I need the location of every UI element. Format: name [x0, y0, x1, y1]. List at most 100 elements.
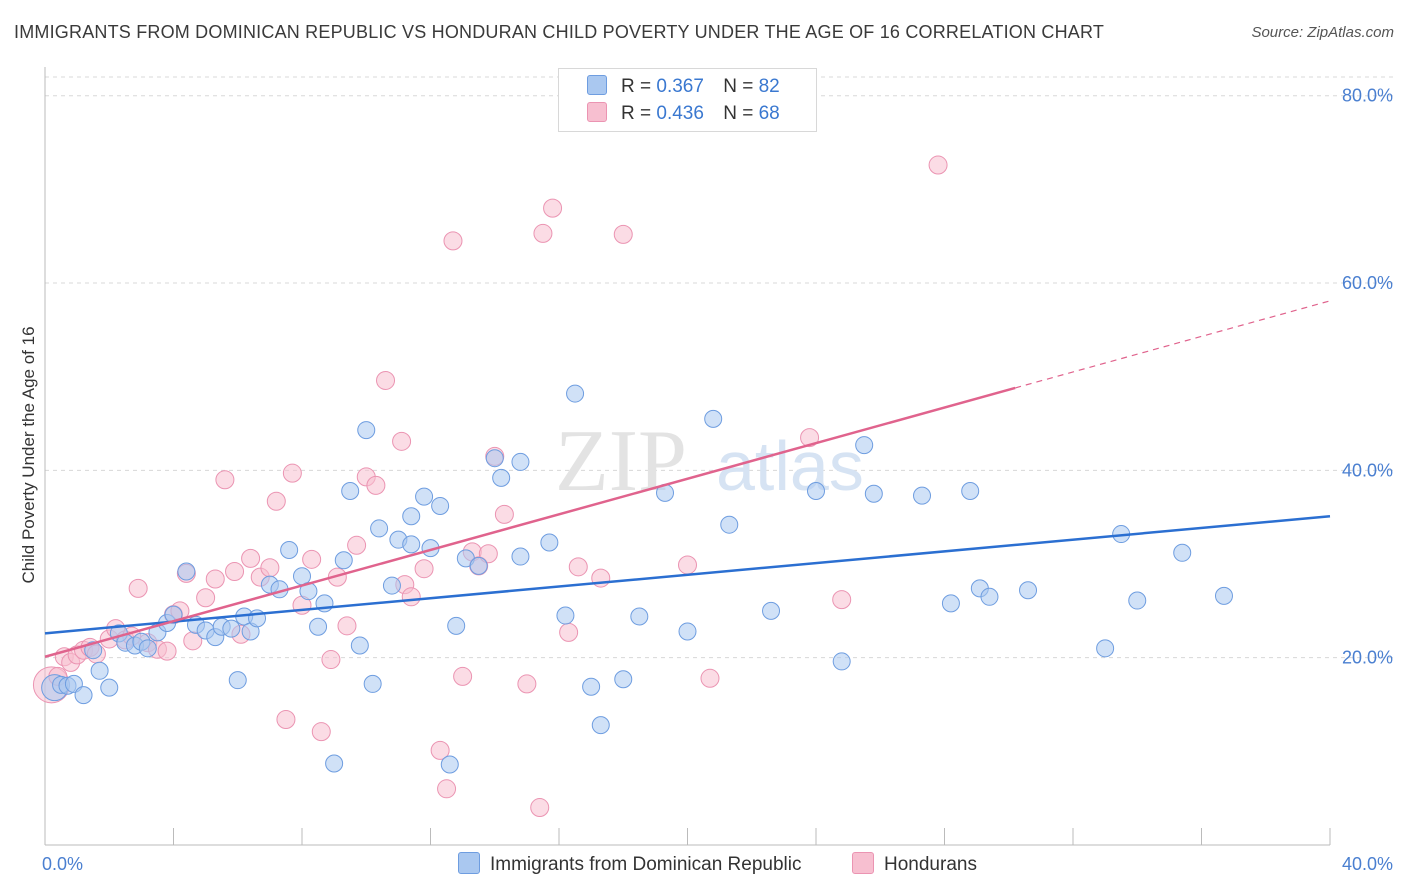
y-tick-label: 20.0% [1342, 648, 1393, 668]
dominican-point [1173, 543, 1192, 562]
legend-n-label: N = [723, 76, 754, 97]
dominican-point [630, 607, 649, 626]
gridlines [45, 76, 1393, 659]
hondurans-trend-extension [1015, 300, 1331, 389]
dominican-point [382, 576, 401, 595]
dominican-point [325, 754, 344, 773]
dominican-point [855, 436, 874, 455]
bottom-legend-label: Immigrants from Dominican Republic [490, 854, 802, 875]
dominican-point [357, 421, 376, 440]
hondurans-point [517, 674, 537, 694]
dominican-point [402, 507, 421, 526]
legend-r-label: R = [621, 76, 652, 97]
dominican-trend-line [44, 515, 1331, 635]
dominican-point [913, 486, 932, 505]
y-tick-label: 60.0% [1342, 273, 1393, 293]
hondurans-point [800, 428, 820, 448]
hondurans-point [215, 470, 235, 490]
hondurans-point [430, 740, 450, 760]
hondurans-point [559, 622, 579, 642]
dominican-point [511, 547, 530, 566]
dominican-point [720, 515, 739, 534]
hondurans-point [337, 616, 357, 636]
dominican-point [540, 533, 559, 552]
dominican-point [138, 639, 157, 658]
dominican-point [566, 384, 585, 403]
dominican-point [469, 556, 488, 575]
legend-n-value: 68 [758, 103, 780, 124]
dominican-point [492, 468, 511, 487]
y-tick-label: 80.0% [1342, 86, 1393, 106]
hondurans-point [157, 641, 177, 661]
dominican-point [431, 496, 450, 515]
y-tick-label: 40.0% [1342, 460, 1393, 480]
hondurans-point [401, 587, 421, 607]
hondurans-point [543, 198, 563, 218]
hondurans-point [282, 463, 302, 483]
bottom-legend-swatch-blue [458, 852, 480, 874]
bottom-legend-swatch-pink [852, 852, 874, 874]
dominican-point [222, 619, 241, 638]
hondurans-point [530, 798, 550, 818]
legend-r-label: R = [621, 103, 652, 124]
dominican-point [704, 409, 723, 428]
dominican-point [341, 481, 360, 500]
legend-swatch-pink [587, 102, 607, 122]
dominican-point [1214, 586, 1233, 605]
dominican-point [485, 449, 504, 468]
dominican-point [556, 606, 575, 625]
hondurans-point [321, 650, 341, 670]
x-tick-label-end: 40.0% [1342, 854, 1393, 874]
hondurans-point [414, 559, 434, 579]
dominican-point [402, 535, 421, 554]
dominican-point [1019, 581, 1038, 600]
dominican-point [591, 716, 610, 735]
dominican-point [941, 594, 960, 613]
dominican-point [415, 487, 434, 506]
hondurans-point [128, 578, 148, 598]
dominican-point [74, 686, 93, 705]
hondurans-point [196, 588, 216, 608]
dominican-point [864, 484, 883, 503]
legend-r-value: 0.367 [656, 76, 704, 97]
dominican-point [370, 519, 389, 538]
legend-swatch-blue [587, 75, 607, 95]
dominican-point [350, 636, 369, 655]
hondurans-point [205, 569, 225, 589]
hondurans-trend-line [44, 386, 1016, 658]
dominican-point [177, 562, 196, 581]
dominican-point [980, 587, 999, 606]
dominican-point [511, 452, 530, 471]
axes [44, 67, 1331, 846]
legend-n-value: 82 [758, 76, 780, 97]
dominican-point [228, 671, 247, 690]
legend-row-dominican: R = 0.367 N = 82 [587, 75, 780, 101]
bottom-legend-label: Hondurans [884, 854, 977, 875]
dominican-point [832, 652, 851, 671]
dominican-point [614, 670, 633, 689]
dominican-point [440, 755, 459, 774]
dominican-point [84, 641, 103, 660]
dominican-point [678, 622, 697, 641]
hondurans-point [453, 666, 473, 686]
hondurans-point [366, 475, 386, 495]
hondurans-point [700, 668, 720, 688]
hondurans-point [478, 544, 498, 564]
bottom-legend-dominican: Immigrants from Dominican Republic [458, 852, 802, 876]
hondurans-point [266, 491, 286, 511]
hondurans-point [225, 562, 245, 582]
hondurans-point [347, 535, 367, 555]
hondurans-point [311, 722, 331, 742]
dominican-point [1128, 591, 1147, 610]
hondurans-point [832, 590, 852, 610]
dominican-point [807, 481, 825, 500]
y-axis-label: Child Poverty Under the Age of 16 [19, 326, 38, 583]
x-tick-label-start: 0.0% [42, 854, 83, 874]
hondurans-point [260, 558, 280, 578]
dominican-point [961, 481, 980, 500]
trend-lines [44, 300, 1331, 658]
legend-row-hondurans: R = 0.436 N = 68 [587, 102, 780, 128]
hondurans-point [443, 231, 463, 251]
legend-n-label: N = [723, 103, 754, 124]
